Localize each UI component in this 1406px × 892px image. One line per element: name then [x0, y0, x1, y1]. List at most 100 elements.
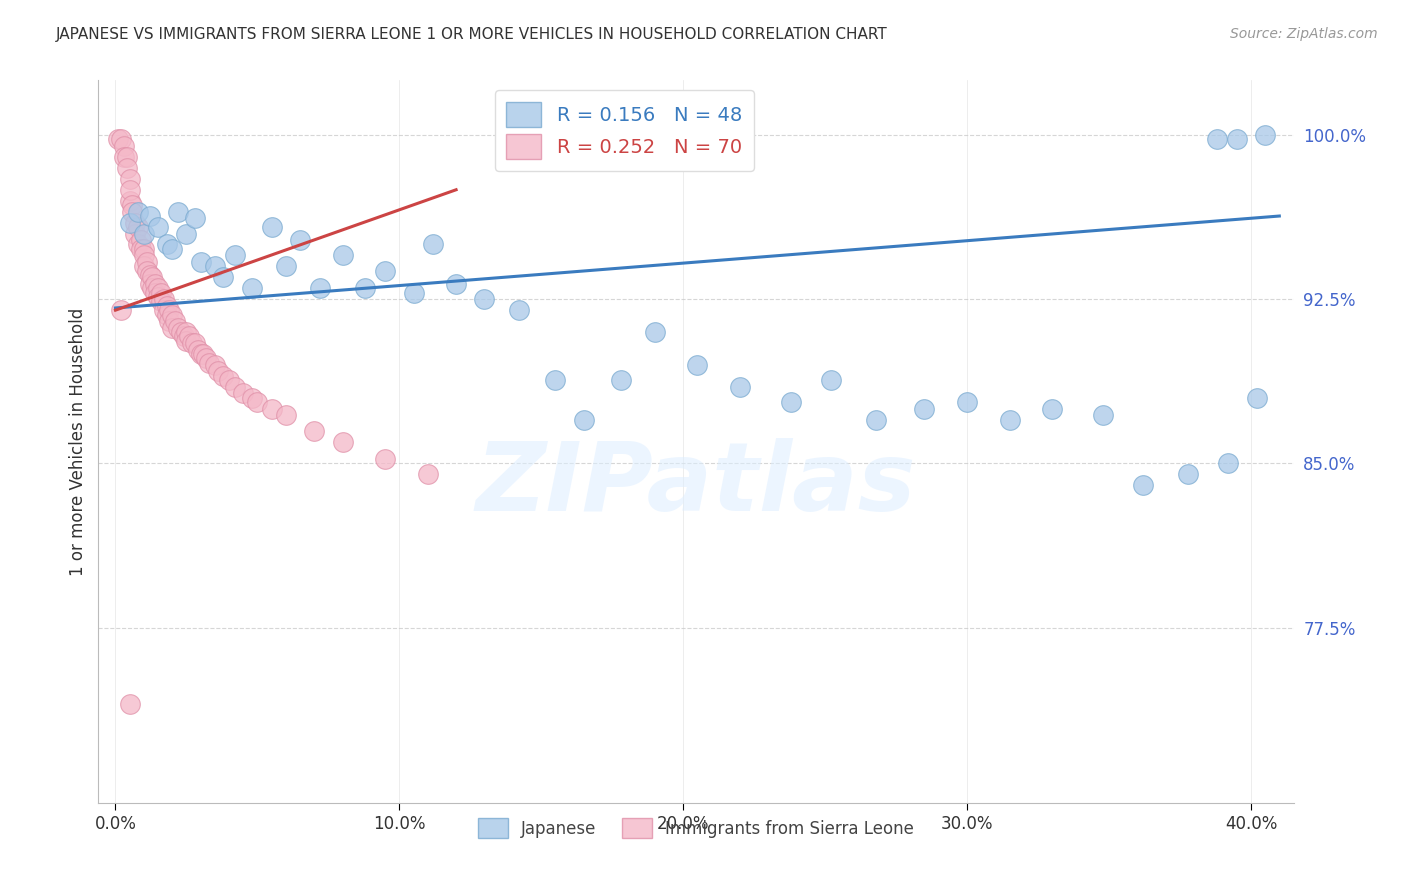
Point [195, 351, 218, 366]
Point [110, 303, 132, 318]
Point [165, 314, 187, 328]
Point [138, 268, 160, 282]
Point [118, 183, 141, 197]
Point [160, 308, 183, 322]
Point [416, 467, 439, 482]
Point [1254, 128, 1277, 142]
Point [354, 281, 377, 295]
Point [129, 242, 152, 256]
Point [204, 260, 226, 274]
Point [246, 395, 269, 409]
Point [127, 204, 149, 219]
Point [112, 139, 135, 153]
Point [1132, 478, 1154, 492]
Point [190, 347, 212, 361]
Point [146, 281, 169, 295]
Point [107, 132, 129, 146]
Point [232, 386, 254, 401]
Y-axis label: 1 or more Vehicles in Household: 1 or more Vehicles in Household [69, 308, 87, 575]
Point [160, 320, 183, 334]
Point [112, 150, 135, 164]
Point [240, 281, 263, 295]
Point [193, 347, 215, 361]
Point [118, 194, 141, 208]
Point [332, 248, 354, 262]
Point [288, 233, 311, 247]
Point [115, 150, 138, 164]
Point [1040, 401, 1063, 416]
Point [149, 285, 172, 300]
Point [780, 395, 803, 409]
Point [155, 299, 177, 313]
Point [374, 264, 396, 278]
Point [129, 233, 152, 247]
Text: Source: ZipAtlas.com: Source: ZipAtlas.com [1230, 27, 1378, 41]
Point [167, 204, 190, 219]
Point [1177, 467, 1199, 482]
Point [260, 401, 283, 416]
Point [135, 255, 157, 269]
Point [127, 237, 149, 252]
Point [124, 227, 146, 241]
Point [204, 358, 226, 372]
Legend: Japanese, Immigrants from Sierra Leone: Japanese, Immigrants from Sierra Leone [471, 812, 921, 845]
Point [132, 260, 155, 274]
Point [1226, 132, 1249, 146]
Point [956, 395, 979, 409]
Point [143, 285, 166, 300]
Point [132, 248, 155, 262]
Point [998, 412, 1021, 426]
Point [135, 264, 157, 278]
Point [212, 368, 235, 383]
Point [160, 242, 183, 256]
Text: JAPANESE VS IMMIGRANTS FROM SIERRA LEONE 1 OR MORE VEHICLES IN HOUSEHOLD CORRELA: JAPANESE VS IMMIGRANTS FROM SIERRA LEONE… [56, 27, 889, 42]
Point [728, 380, 751, 394]
Point [167, 320, 190, 334]
Point [179, 329, 201, 343]
Point [152, 292, 174, 306]
Point [444, 277, 467, 291]
Point [157, 303, 180, 318]
Point [132, 227, 155, 241]
Point [508, 303, 530, 318]
Point [865, 412, 887, 426]
Point [141, 270, 163, 285]
Point [146, 219, 169, 234]
Point [374, 452, 396, 467]
Point [121, 198, 143, 212]
Point [155, 308, 177, 322]
Point [1205, 132, 1227, 146]
Point [1246, 391, 1268, 405]
Point [184, 211, 207, 226]
Point [187, 343, 209, 357]
Point [302, 424, 325, 438]
Point [274, 409, 297, 423]
Point [115, 161, 138, 175]
Point [157, 314, 180, 328]
Point [544, 373, 567, 387]
Point [332, 434, 354, 449]
Point [138, 277, 160, 291]
Point [190, 255, 212, 269]
Point [143, 277, 166, 291]
Point [149, 294, 172, 309]
Point [146, 290, 169, 304]
Point [176, 325, 198, 339]
Point [184, 336, 207, 351]
Point [212, 270, 235, 285]
Point [170, 325, 193, 339]
Point [110, 132, 132, 146]
Point [152, 303, 174, 318]
Point [176, 334, 198, 348]
Point [572, 412, 595, 426]
Point [224, 248, 246, 262]
Point [121, 204, 143, 219]
Point [274, 260, 297, 274]
Point [118, 216, 141, 230]
Point [176, 227, 198, 241]
Point [198, 356, 221, 370]
Point [1218, 457, 1240, 471]
Point [644, 325, 666, 339]
Text: ZIPatlas: ZIPatlas [475, 438, 917, 532]
Point [422, 237, 444, 252]
